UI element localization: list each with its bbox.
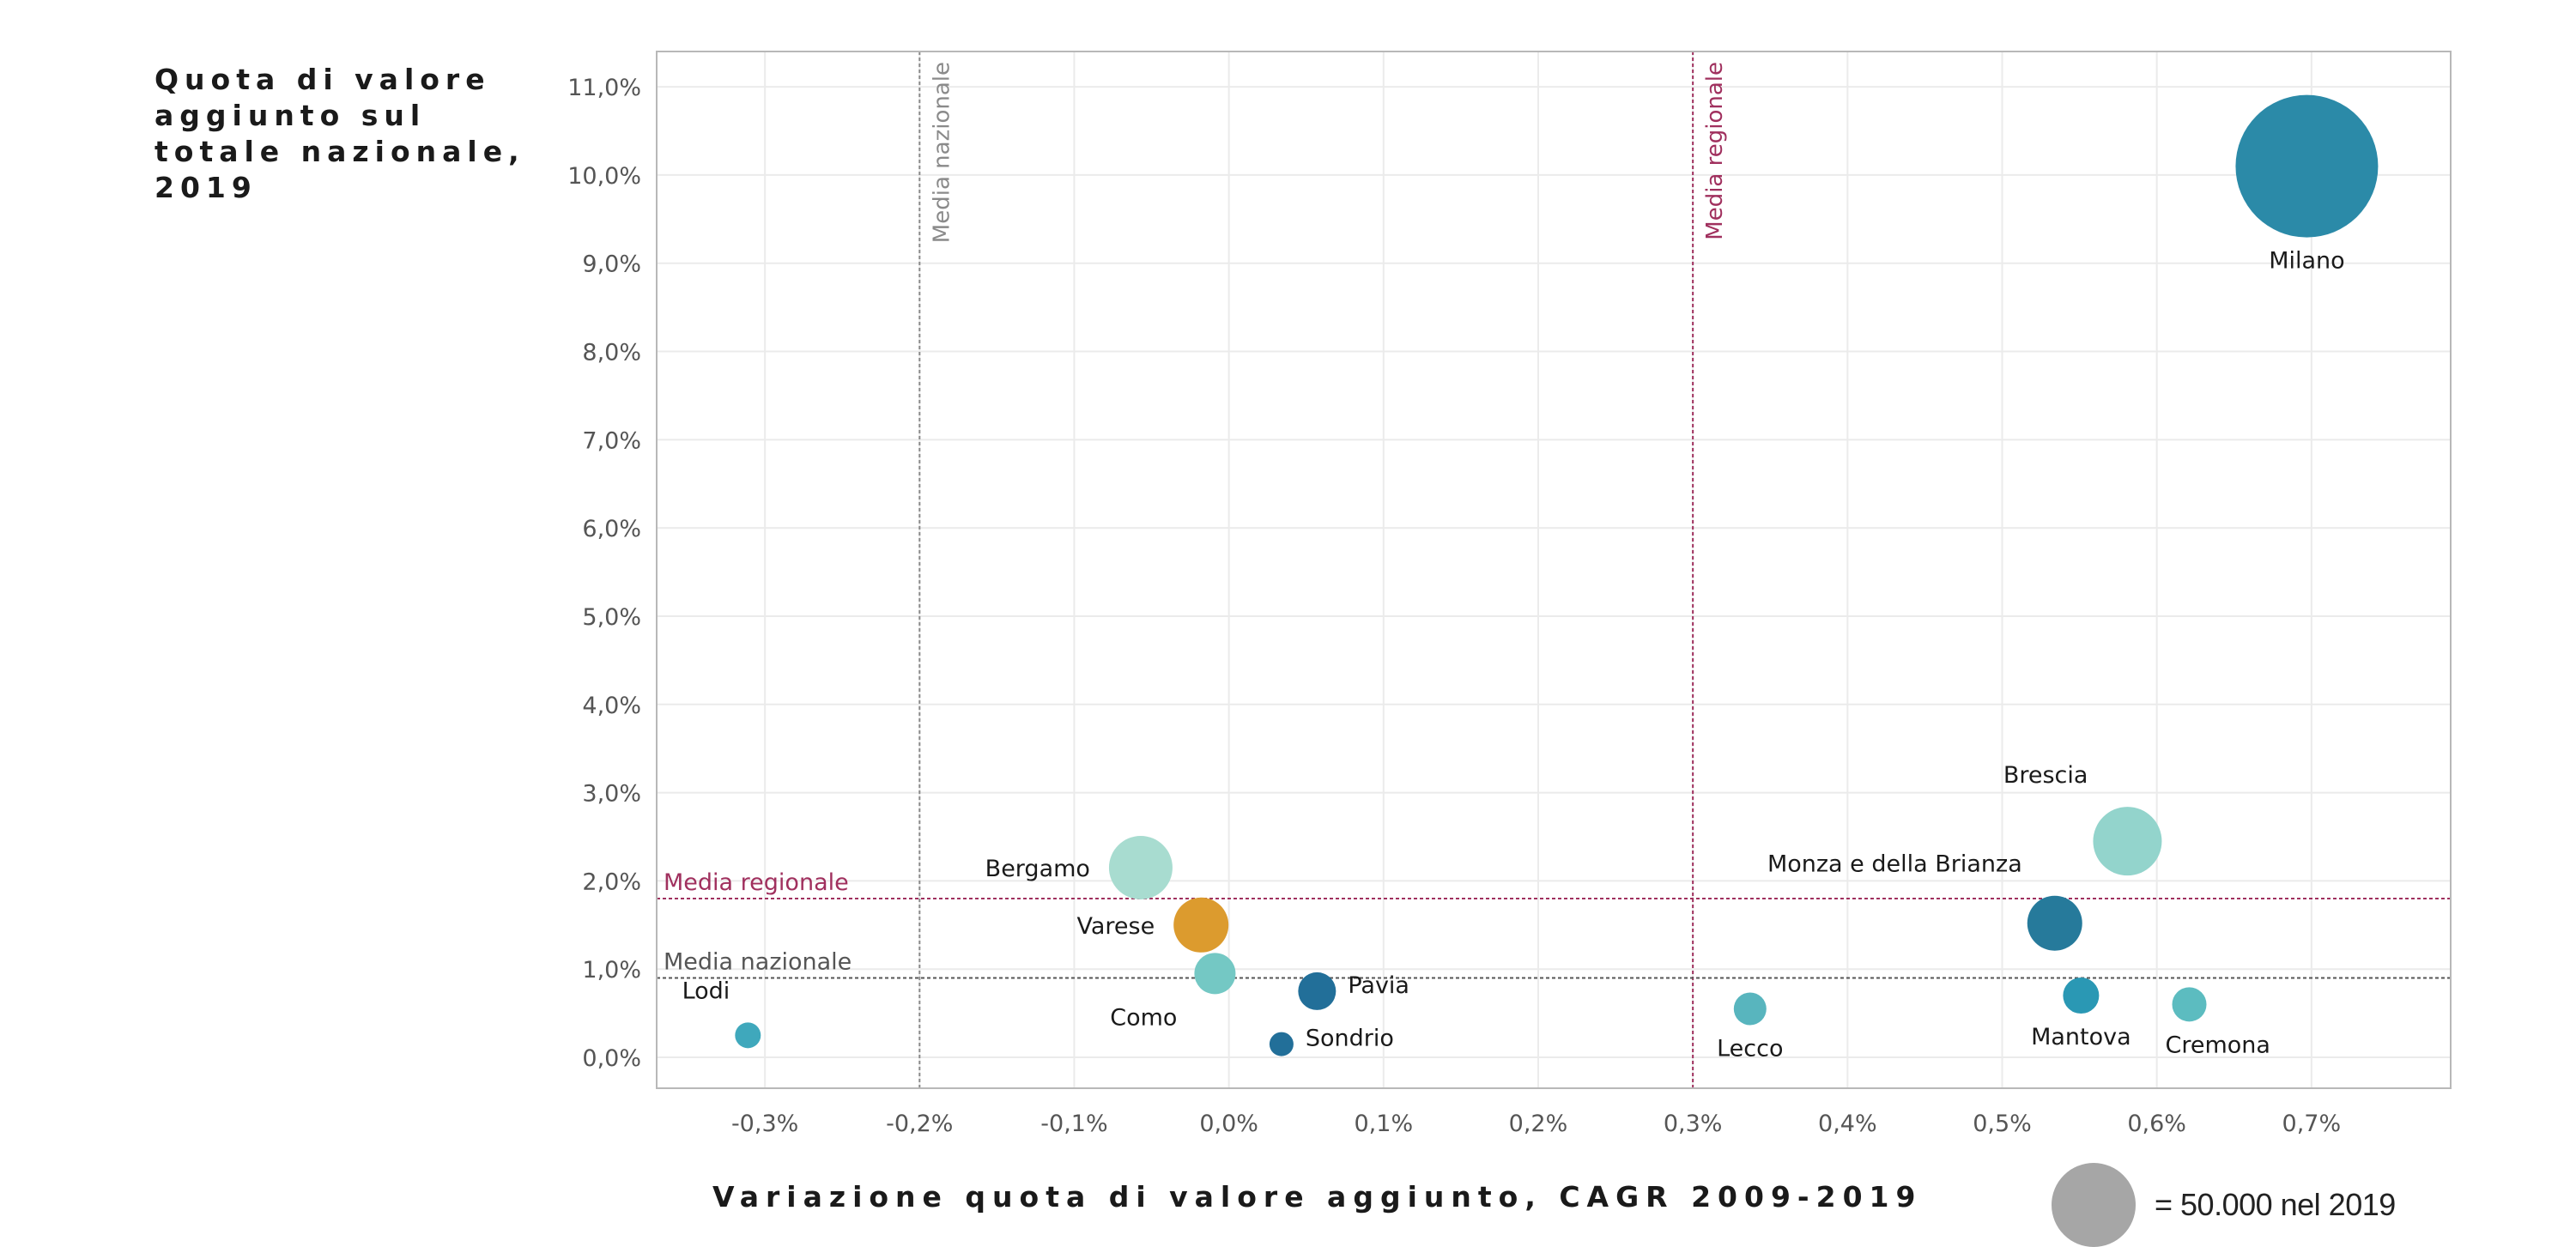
x-tick-label: 0,1% <box>1355 1111 1414 1137</box>
size-legend-label: = 50.000 nel 2019 <box>2155 1187 2396 1222</box>
data-point <box>1269 1032 1294 1056</box>
point-label: Milano <box>2269 248 2344 275</box>
data-point <box>2093 807 2162 876</box>
y-tick-label: 1,0% <box>582 957 641 984</box>
y-tick-label: 11,0% <box>567 75 641 101</box>
size-legend: = 50.000 nel 2019 <box>2052 1163 2396 1247</box>
point-label: Lecco <box>1717 1035 1783 1062</box>
size-legend-swatch <box>2052 1163 2136 1247</box>
axis-ticks: -0,3% -0,2% -0,1% 0,0% 0,1% 0,2% 0,3% 0,4% 0,5% 0… <box>567 75 2341 1137</box>
x-tick-label: 0,0% <box>1199 1111 1258 1137</box>
data-point <box>1108 835 1173 899</box>
x-tick-label: 0,7% <box>2282 1111 2342 1137</box>
data-point <box>2027 895 2082 951</box>
data-point <box>2172 987 2207 1022</box>
vertical-reference-label: Media regionale <box>1702 62 1728 240</box>
plot-frame <box>656 51 2452 1089</box>
point-label: Cremona <box>2166 1032 2270 1058</box>
x-tick-label: 0,3% <box>1664 1111 1723 1137</box>
data-points <box>735 94 2379 1056</box>
point-label: Bergamo <box>985 856 1090 882</box>
x-tick-label: 0,6% <box>2127 1111 2186 1137</box>
horizontal-reference-label: Media nazionale <box>664 948 852 975</box>
horizontal-reference-label: Media regionale <box>664 869 849 896</box>
point-label: Lodi <box>682 978 730 1004</box>
y-tick-label: 8,0% <box>582 340 641 366</box>
y-tick-label: 2,0% <box>582 869 641 895</box>
grid-lines <box>657 51 2451 1088</box>
y-tick-label: 3,0% <box>582 781 641 808</box>
point-label: Sondrio <box>1306 1026 1394 1052</box>
data-point <box>1298 972 1336 1010</box>
reference-lines: Media nazionale Media regionale Media regi… <box>657 51 2451 1088</box>
y-tick-label: 9,0% <box>582 251 641 278</box>
point-label: Mantova <box>2031 1024 2131 1050</box>
x-tick-label: 0,2% <box>1509 1111 1568 1137</box>
x-tick-label: -0,1% <box>1040 1111 1107 1137</box>
point-label: Como <box>1110 1004 1177 1031</box>
y-tick-label: 6,0% <box>582 516 641 542</box>
y-axis-title: Quota di valore aggiunto sul totale nazi… <box>155 63 525 204</box>
point-label: Monza e della Brianza <box>1767 851 2022 878</box>
y-tick-label: 4,0% <box>582 693 641 719</box>
y-tick-label: 10,0% <box>567 163 641 190</box>
y-tick-label: 5,0% <box>582 604 641 631</box>
x-tick-label: -0,3% <box>731 1111 798 1137</box>
point-label: Brescia <box>2003 762 2088 789</box>
x-tick-label: 0,4% <box>1818 1111 1877 1137</box>
x-tick-label: -0,2% <box>886 1111 953 1137</box>
vertical-reference-label: Media nazionale <box>929 62 955 243</box>
y-tick-label: 7,0% <box>582 427 641 454</box>
point-label: Pavia <box>1348 972 1409 999</box>
y-tick-label: 0,0% <box>582 1045 641 1072</box>
x-tick-label: 0,5% <box>1973 1111 2032 1137</box>
data-point <box>1173 897 1229 953</box>
data-point <box>2063 978 2100 1014</box>
point-labels: Milano Brescia Bergamo Monza e della Brianz… <box>682 248 2345 1062</box>
data-point <box>1733 992 1767 1026</box>
data-point <box>2235 94 2379 238</box>
data-point <box>1194 953 1236 995</box>
point-label: Varese <box>1076 913 1155 940</box>
x-axis-title: Variazione quota di valore aggiunto, CAG… <box>712 1180 1923 1214</box>
data-point <box>735 1022 761 1049</box>
